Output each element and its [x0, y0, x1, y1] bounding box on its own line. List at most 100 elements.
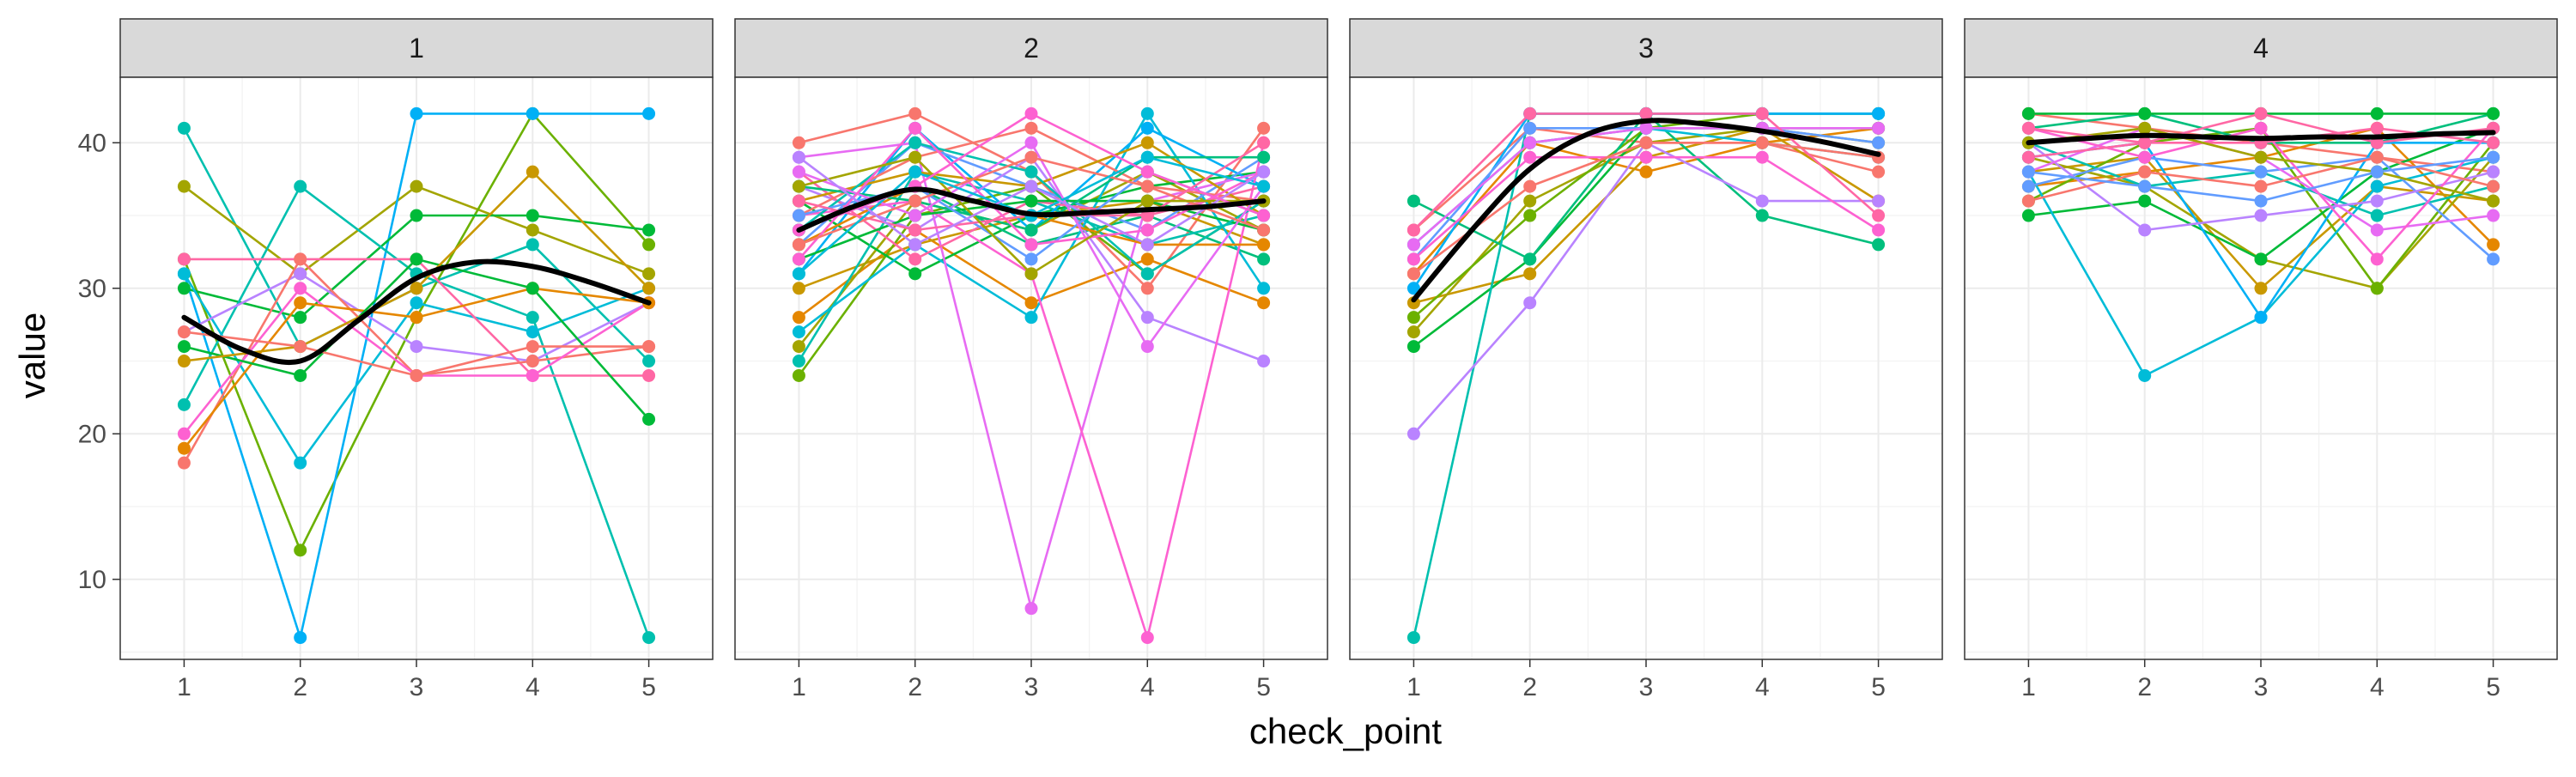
data-point	[792, 325, 805, 339]
data-point	[642, 412, 656, 426]
data-point	[1523, 296, 1537, 310]
data-point	[1523, 136, 1537, 149]
data-point	[1257, 136, 1271, 149]
data-point	[410, 296, 423, 310]
data-point	[1140, 267, 1154, 281]
data-point	[1406, 223, 1420, 237]
data-point	[642, 282, 656, 295]
data-point	[177, 398, 191, 411]
data-point	[526, 282, 539, 295]
facet-strip-label: 2	[1024, 33, 1039, 64]
data-point	[1523, 106, 1537, 120]
data-point	[642, 223, 656, 237]
data-point	[410, 252, 423, 266]
data-point	[1523, 121, 1537, 135]
data-point	[1257, 238, 1271, 252]
data-point	[1257, 179, 1271, 193]
x-tick-label: 1	[1406, 673, 1421, 701]
data-point	[792, 209, 805, 222]
x-tick-label: 3	[1639, 673, 1654, 701]
data-point	[1872, 209, 1886, 222]
data-point	[1140, 121, 1154, 135]
data-point	[1140, 340, 1154, 354]
data-point	[1024, 223, 1038, 237]
data-point	[177, 355, 191, 368]
data-point	[2254, 121, 2268, 135]
data-point	[526, 325, 539, 339]
x-tick-label: 4	[2370, 673, 2385, 701]
data-point	[177, 427, 191, 440]
data-point	[792, 194, 805, 208]
data-point	[2370, 282, 2384, 295]
data-point	[2487, 179, 2500, 193]
panel-2: 2 1 2 3 4 5	[734, 18, 1328, 701]
data-point	[2370, 121, 2384, 135]
data-point	[1523, 209, 1537, 222]
data-point	[1257, 282, 1271, 295]
smooth-trend-line	[796, 186, 1267, 233]
facet-strip	[1964, 18, 2558, 78]
data-point	[2021, 150, 2035, 164]
data-point	[1523, 179, 1537, 193]
data-point	[2370, 150, 2384, 164]
x-tick-label: 3	[2254, 673, 2269, 701]
data-point	[1140, 252, 1154, 266]
data-point	[642, 631, 656, 645]
data-point	[908, 252, 922, 266]
data-point	[294, 252, 307, 266]
data-point	[526, 311, 539, 325]
data-point	[177, 121, 191, 135]
data-point	[2021, 194, 2035, 208]
data-point	[1872, 121, 1886, 135]
data-point	[1872, 136, 1886, 149]
x-tick-label: 1	[177, 673, 191, 701]
data-point	[526, 165, 539, 179]
data-point	[1406, 194, 1420, 208]
data-point	[2254, 209, 2268, 222]
data-point	[177, 340, 191, 354]
panel-1: 1 1 2 3 4 5 10 20 30 40	[78, 18, 714, 701]
data-point	[1024, 238, 1038, 252]
y-tick-label: 20	[78, 420, 106, 448]
data-point	[2021, 165, 2035, 179]
data-point	[1024, 252, 1038, 266]
data-point	[908, 106, 922, 120]
data-point	[1140, 106, 1154, 120]
data-point	[2254, 150, 2268, 164]
data-point	[1257, 223, 1271, 237]
data-point	[2138, 368, 2152, 382]
data-point	[2138, 194, 2152, 208]
data-point	[410, 179, 423, 193]
data-point	[294, 267, 307, 281]
y-tick-label: 40	[78, 129, 106, 157]
data-point	[1523, 150, 1537, 164]
data-point	[792, 179, 805, 193]
data-point	[1140, 179, 1154, 193]
data-point	[1872, 238, 1886, 252]
data-point	[2487, 194, 2500, 208]
data-point	[294, 631, 307, 645]
data-point	[1140, 194, 1154, 208]
data-point	[908, 223, 922, 237]
data-point	[410, 106, 423, 120]
data-point	[1872, 223, 1886, 237]
data-point	[642, 340, 656, 354]
data-point	[792, 136, 805, 149]
data-point	[1024, 179, 1038, 193]
data-point	[1140, 311, 1154, 325]
x-tick-label: 3	[410, 673, 424, 701]
y-tick-label: 10	[78, 566, 106, 594]
data-point	[2021, 121, 2035, 135]
x-tick-label: 2	[1522, 673, 1537, 701]
data-point	[1406, 238, 1420, 252]
data-point	[526, 238, 539, 252]
data-point	[294, 543, 307, 557]
data-point	[1024, 165, 1038, 179]
data-point	[294, 456, 307, 470]
data-point	[1257, 165, 1271, 179]
data-point	[2487, 136, 2500, 149]
data-point	[2021, 209, 2035, 222]
data-point	[1140, 631, 1154, 645]
